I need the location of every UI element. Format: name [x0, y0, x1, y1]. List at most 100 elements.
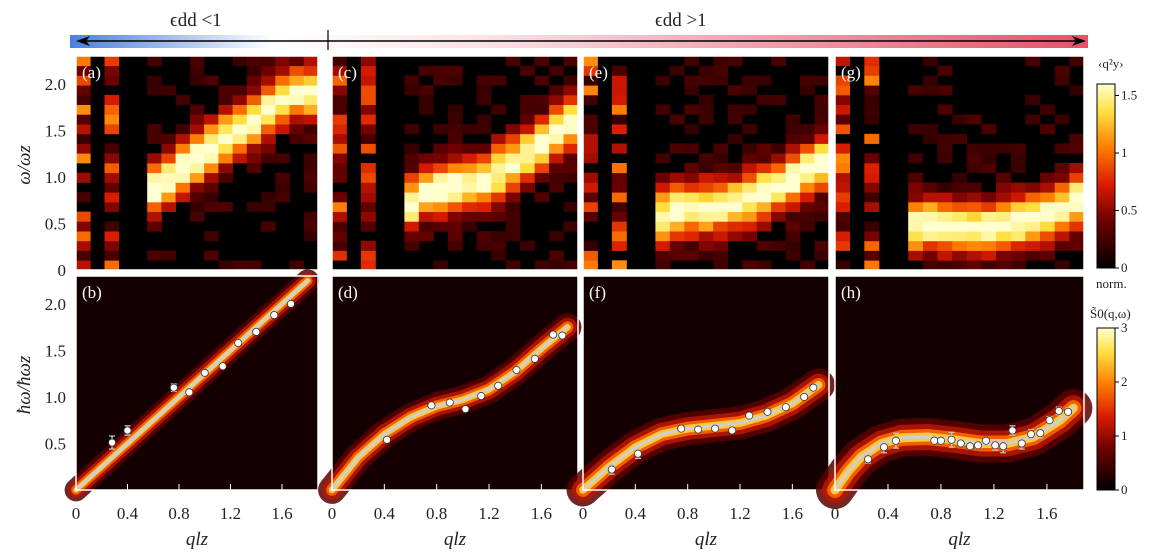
x-tick-label: 0	[328, 504, 337, 523]
heatmap-cell	[771, 211, 786, 222]
heatmap-cell	[655, 231, 671, 242]
heatmap-cell	[684, 143, 700, 154]
heatmap-cell	[563, 163, 579, 174]
heatmap-cell	[161, 172, 176, 183]
heatmap-cell	[418, 94, 434, 105]
heatmap-cell	[1040, 124, 1056, 135]
heatmap-cell	[583, 260, 598, 271]
heatmap-cell	[404, 163, 420, 174]
heatmap-cell	[1010, 182, 1026, 193]
data-point	[930, 436, 939, 445]
colorbar-tick-label: 2	[1121, 374, 1128, 389]
data-point	[947, 435, 956, 444]
panels: (a) (c) (e) (g) (b) 0 0.4 0.8 1.2 1.6 qlz (d) 0 0.4 0.…	[45, 55, 1093, 550]
heatmap-cell	[655, 153, 671, 164]
heatmap-cell	[937, 260, 953, 271]
heatmap-cell	[996, 231, 1012, 242]
data-point	[781, 403, 790, 412]
heatmap-cell	[742, 172, 758, 183]
heatmap-cell	[246, 65, 262, 76]
heatmap-cell	[418, 85, 434, 96]
heatmap-cell	[1010, 201, 1026, 212]
heatmap-cell	[1040, 221, 1056, 232]
data-point	[477, 392, 486, 401]
heatmap-cell	[922, 85, 938, 96]
heatmap-cell	[698, 250, 714, 261]
heatmap-cell	[814, 153, 830, 164]
heatmap-cell	[104, 260, 120, 271]
heatmap-cell	[261, 153, 276, 164]
heatmap-cell	[756, 153, 772, 164]
heatmap-cell	[922, 211, 938, 222]
heatmap-cell	[491, 250, 507, 261]
heatmap-cell	[76, 211, 91, 222]
heatmap-cell	[549, 124, 564, 135]
heatmap-cell	[204, 192, 219, 203]
data-point	[169, 383, 178, 392]
heatmap-cell	[864, 201, 880, 212]
colorbar-norm-label: norm.	[1096, 276, 1127, 291]
regime-arrow-left-head	[76, 36, 90, 46]
y-tick-label-top: 1.5	[45, 121, 66, 140]
heatmap-cell	[785, 163, 801, 174]
heatmap-cell	[785, 211, 801, 222]
heatmap-cell	[404, 201, 420, 212]
heatmap-cell	[505, 211, 521, 222]
heatmap-cell	[303, 221, 319, 232]
heatmap-cell	[713, 231, 729, 242]
heatmap-cell	[835, 260, 850, 271]
heatmap-cell	[303, 85, 319, 96]
data-point	[966, 442, 975, 451]
data-point	[974, 441, 983, 450]
heatmap-cell	[204, 250, 219, 261]
colorbar-tick-label: 0	[1121, 260, 1128, 275]
heatmap-cell	[218, 85, 233, 96]
heatmap-cell	[583, 240, 598, 251]
data-point	[999, 442, 1008, 451]
heatmap-cell	[952, 172, 968, 183]
heatmap-cell	[1069, 211, 1085, 222]
heatmap-cell	[246, 163, 262, 174]
heatmap-cell	[908, 250, 924, 261]
heatmap-cell	[275, 182, 290, 193]
data-point	[891, 436, 900, 445]
heatmap-cell	[684, 124, 700, 135]
heatmap-cell	[76, 240, 91, 251]
heatmap-cell	[447, 192, 463, 203]
heatmap-cell	[189, 56, 205, 67]
heatmap-cell	[360, 114, 376, 125]
y-tick-label-top: 0	[58, 261, 67, 280]
heatmap-cell	[261, 201, 276, 212]
heatmap-cell	[756, 182, 772, 193]
heatmap-cell	[684, 211, 700, 222]
heatmap-cell	[996, 143, 1012, 154]
data-point	[991, 441, 1000, 450]
heatmap-cell	[505, 231, 521, 242]
heatmap-cell	[289, 94, 305, 105]
heatmap-cell	[1010, 260, 1026, 271]
data-point	[745, 411, 754, 420]
data-point	[123, 426, 132, 435]
heatmap-cell	[908, 172, 924, 183]
heatmap-cell	[246, 85, 262, 96]
heatmap-panel-g: (g)	[834, 55, 1085, 271]
heatmap-cell	[505, 124, 521, 135]
heatmap-cell	[864, 85, 880, 96]
heatmap-cell	[937, 221, 953, 232]
heatmap-cell	[814, 182, 830, 193]
heatmap-cell	[246, 143, 262, 154]
data-point	[1008, 426, 1017, 435]
heatmap-cell	[447, 211, 463, 222]
heatmap-cell	[937, 153, 953, 164]
heatmap-cell	[505, 201, 521, 212]
heatmap-cell	[549, 163, 564, 174]
data-point	[936, 436, 945, 445]
heatmap-cell	[462, 153, 478, 164]
heatmap-cell	[727, 172, 743, 183]
heatmap-cell	[937, 182, 953, 193]
heatmap-cell	[684, 221, 700, 232]
heatmap-cell	[908, 201, 924, 212]
heatmap-cell	[76, 192, 91, 203]
heatmap-cell	[175, 133, 191, 144]
heatmap-cell	[534, 133, 550, 144]
